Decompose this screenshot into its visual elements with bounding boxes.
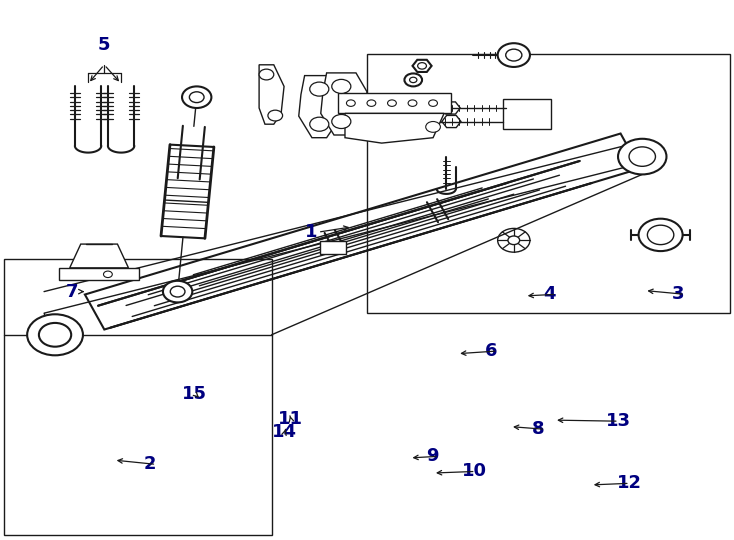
Circle shape [332, 114, 351, 129]
Circle shape [498, 43, 530, 67]
Circle shape [426, 122, 440, 132]
Circle shape [170, 286, 185, 297]
Circle shape [259, 69, 274, 80]
Text: 11: 11 [277, 409, 302, 428]
Bar [503, 99, 550, 129]
Circle shape [346, 100, 355, 106]
Polygon shape [357, 102, 377, 114]
Circle shape [410, 77, 417, 83]
Bar [338, 93, 451, 113]
Circle shape [39, 323, 71, 347]
Polygon shape [441, 102, 460, 114]
Bar [320, 241, 346, 254]
Polygon shape [259, 65, 284, 124]
Polygon shape [70, 244, 128, 268]
Circle shape [268, 110, 283, 121]
Polygon shape [85, 133, 640, 329]
Circle shape [182, 86, 211, 108]
Text: 2: 2 [143, 455, 156, 474]
Text: 7: 7 [66, 282, 79, 301]
Text: 14: 14 [272, 423, 297, 441]
Circle shape [189, 92, 204, 103]
Circle shape [163, 281, 192, 302]
Circle shape [647, 225, 674, 245]
Text: 9: 9 [426, 447, 438, 465]
Polygon shape [321, 73, 367, 135]
Circle shape [618, 139, 666, 174]
Text: 3: 3 [672, 285, 684, 303]
Text: 6: 6 [484, 342, 497, 360]
Polygon shape [413, 60, 432, 72]
Circle shape [506, 49, 522, 61]
Bar [59, 268, 139, 280]
Polygon shape [345, 113, 444, 143]
Circle shape [103, 271, 112, 278]
Text: 15: 15 [182, 385, 207, 403]
Circle shape [310, 82, 329, 96]
Text: 4: 4 [543, 285, 556, 303]
Circle shape [404, 73, 422, 86]
Circle shape [508, 236, 520, 245]
Text: 12: 12 [617, 474, 642, 492]
Circle shape [310, 117, 329, 131]
Polygon shape [365, 116, 384, 127]
Polygon shape [299, 76, 345, 138]
Text: 5: 5 [98, 36, 111, 54]
Circle shape [367, 100, 376, 106]
Text: 10: 10 [462, 462, 487, 481]
Text: 8: 8 [532, 420, 545, 438]
Circle shape [418, 63, 426, 69]
Circle shape [629, 147, 655, 166]
Text: 13: 13 [606, 412, 631, 430]
Circle shape [408, 100, 417, 106]
Circle shape [27, 314, 83, 355]
Text: 1: 1 [305, 223, 317, 241]
Circle shape [429, 100, 437, 106]
Circle shape [639, 219, 683, 251]
Polygon shape [442, 116, 461, 127]
Circle shape [332, 79, 351, 93]
Circle shape [388, 100, 396, 106]
